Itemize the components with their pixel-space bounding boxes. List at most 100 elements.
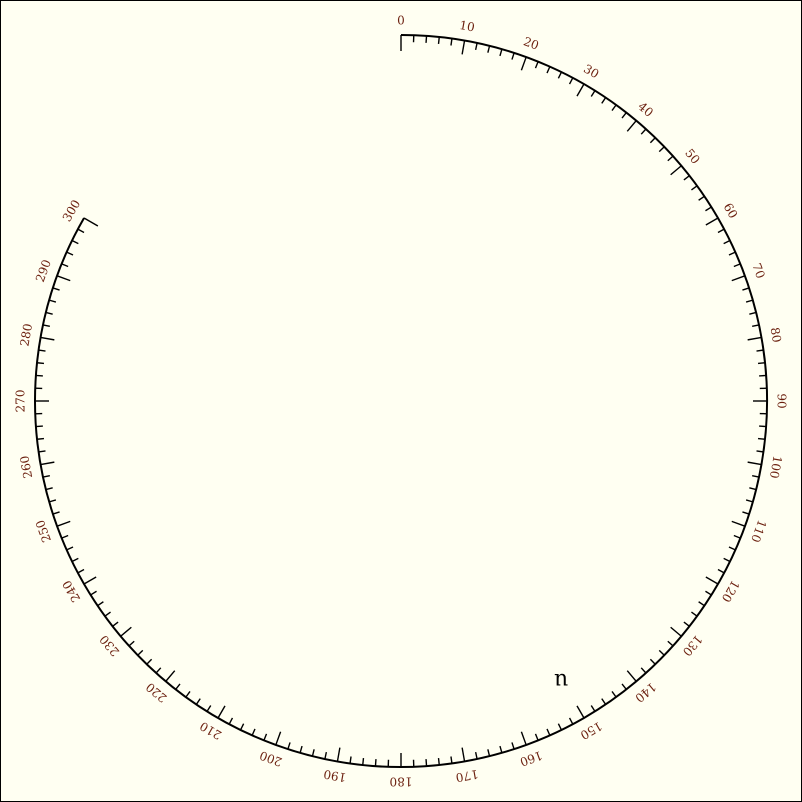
minor-tick — [42, 474, 50, 478]
minor-tick — [742, 511, 750, 515]
major-tick — [626, 120, 637, 132]
degree-label: 80 — [767, 326, 783, 343]
degree-label: 90 — [775, 393, 789, 408]
minor-tick — [112, 621, 119, 627]
minor-tick — [38, 450, 46, 453]
degree-label: 180 — [390, 775, 413, 789]
minor-tick — [228, 717, 234, 725]
minor-tick — [511, 742, 515, 750]
minor-tick — [683, 621, 690, 627]
degree-label: 250 — [33, 518, 54, 544]
minor-tick — [77, 568, 85, 574]
minor-tick — [511, 52, 515, 60]
major-tick — [56, 275, 71, 282]
minor-tick — [742, 287, 750, 291]
minor-tick — [733, 263, 741, 268]
minor-tick — [251, 728, 256, 736]
minor-tick — [499, 745, 503, 754]
degree-label: 130 — [680, 632, 705, 659]
minor-tick — [557, 723, 563, 731]
degree-label: 300 — [60, 197, 84, 224]
minor-tick — [48, 499, 57, 503]
minor-tick — [45, 487, 53, 491]
minor-tick — [745, 299, 754, 303]
degree-label: 160 — [518, 748, 544, 769]
minor-tick — [66, 251, 74, 256]
minor-tick — [487, 749, 491, 757]
minor-tick — [474, 42, 478, 50]
minor-tick — [206, 705, 212, 712]
degree-label: 70 — [749, 261, 767, 280]
major-tick — [217, 705, 226, 719]
minor-tick — [691, 185, 698, 191]
degree-label: 120 — [719, 578, 743, 605]
minor-tick — [38, 349, 46, 352]
degree-label: 50 — [682, 146, 703, 167]
scale-arc — [34, 34, 768, 768]
minor-tick — [717, 568, 725, 574]
minor-tick — [691, 611, 698, 617]
minor-tick — [61, 534, 69, 539]
minor-tick — [611, 691, 617, 698]
minor-tick — [752, 474, 760, 478]
minor-tick — [534, 61, 539, 69]
minor-tick — [705, 590, 712, 596]
minor-tick — [698, 601, 705, 607]
degree-label: 40 — [635, 99, 656, 120]
minor-tick — [601, 698, 607, 705]
minor-tick — [474, 752, 478, 760]
minor-tick — [640, 128, 647, 135]
minor-tick — [66, 546, 74, 551]
major-tick — [120, 626, 132, 637]
minor-tick — [723, 557, 731, 563]
minor-tick — [733, 534, 741, 539]
minor-tick — [128, 640, 135, 647]
minor-tick — [155, 667, 162, 674]
minor-tick — [757, 437, 766, 440]
major-tick — [56, 520, 71, 527]
minor-tick — [611, 104, 617, 111]
minor-tick — [97, 601, 104, 607]
degree-label: 110 — [748, 518, 769, 544]
minor-tick — [450, 756, 453, 764]
degree-label: 230 — [97, 632, 122, 659]
minor-tick — [487, 45, 491, 53]
minor-tick — [137, 649, 144, 656]
minor-tick — [698, 195, 705, 201]
degree-label: 190 — [322, 767, 347, 785]
major-tick — [731, 520, 746, 527]
minor-tick — [568, 77, 574, 85]
minor-tick — [71, 239, 79, 245]
minor-tick — [649, 137, 656, 144]
minor-tick — [437, 36, 440, 45]
degree-label: 140 — [632, 680, 659, 705]
minor-tick — [621, 112, 627, 119]
minor-tick — [534, 733, 539, 741]
minor-tick — [683, 175, 690, 181]
minor-tick — [324, 752, 328, 760]
major-tick — [747, 336, 762, 341]
minor-tick — [36, 437, 45, 440]
minor-tick — [195, 698, 201, 705]
degree-label: 260 — [17, 455, 35, 480]
minor-tick — [557, 71, 563, 79]
major-tick — [705, 576, 719, 585]
minor-tick — [640, 667, 647, 674]
minor-tick — [239, 723, 245, 731]
major-tick — [626, 670, 637, 682]
minor-tick — [749, 311, 757, 315]
minor-tick — [621, 683, 627, 690]
minor-tick — [667, 640, 674, 647]
minor-tick — [658, 146, 665, 153]
minor-tick — [52, 287, 60, 291]
major-tick — [336, 747, 341, 762]
minor-tick — [658, 649, 665, 656]
major-tick — [576, 83, 585, 97]
major-tick — [520, 56, 527, 71]
major-tick — [83, 576, 97, 585]
minor-tick — [649, 658, 656, 665]
minor-tick — [450, 38, 453, 46]
degree-label: 210 — [197, 719, 224, 743]
minor-tick — [590, 705, 596, 712]
